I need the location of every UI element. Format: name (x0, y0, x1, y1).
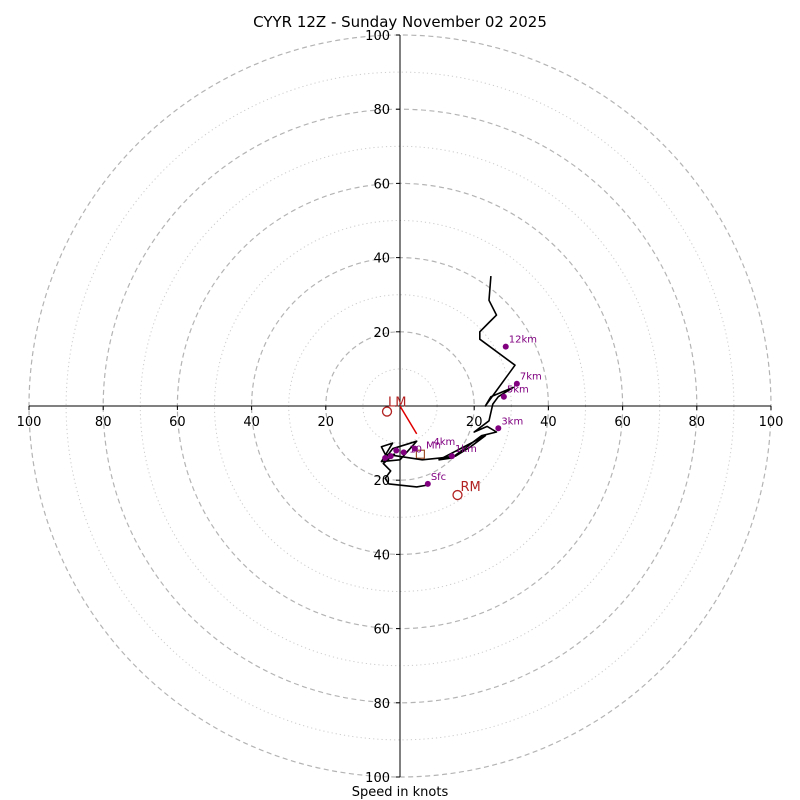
y-tick-label: 80 (373, 697, 390, 712)
tick-labels: 100 80 60 40 20 20 40 60 80 100100806040202040608… (17, 29, 784, 786)
height-marker-dot (411, 445, 418, 452)
cluster-label: Mn (426, 441, 441, 452)
height-marker-dot (502, 343, 509, 350)
chart-title: CYYR 12Z - Sunday November 02 2025 (253, 13, 547, 31)
x-tick-label: 80 (95, 415, 112, 430)
height-marker-label: 12km (509, 335, 537, 346)
x-tick-label: 100 (17, 415, 42, 430)
x-tick-label: 60 (169, 415, 186, 430)
cluster-label: 10 (409, 444, 422, 455)
x-tick-label: 40 (540, 415, 557, 430)
height-marker-dot (400, 449, 407, 456)
right-mover-label: RM (461, 480, 481, 495)
y-tick-label: 40 (373, 548, 390, 563)
height-marker-dot (495, 425, 502, 432)
height-marker-dot (382, 454, 389, 461)
height-marker-dot (500, 393, 507, 400)
x-tick-label: 80 (689, 415, 706, 430)
y-tick-label: 40 (373, 252, 390, 267)
height-marker-label: 1km (455, 444, 477, 455)
height-marker-dot (424, 480, 431, 487)
y-tick-label: 60 (373, 623, 390, 638)
y-tick-label: 100 (365, 29, 390, 44)
height-marker-label: 3km (501, 416, 523, 427)
y-tick-label: 80 (373, 103, 390, 118)
cluster-label: 4km (433, 437, 455, 448)
x-tick-label: 40 (243, 415, 260, 430)
y-tick-label: 20 (373, 326, 390, 341)
shear-vector-line (399, 405, 418, 435)
height-marker-dot (448, 453, 455, 460)
x-tick-label: 100 (759, 415, 784, 430)
height-marker-dot (393, 447, 400, 454)
mean-wind-marker (415, 449, 426, 459)
left-mover-label: LM (388, 396, 406, 411)
hodograph-trace-layer (380, 276, 516, 488)
storm-motion-layer: LM RM (381, 396, 481, 501)
y-tick-label: 60 (373, 177, 390, 192)
height-marker-label: 7km (520, 372, 542, 383)
x-tick-label: 20 (318, 415, 335, 430)
height-marker-label: 5km (507, 385, 529, 396)
y-tick-label: 100 (365, 771, 390, 786)
height-marker-dot (387, 453, 394, 460)
x-axis-label: Speed in knots (352, 785, 449, 800)
height-marker-label: Sfc (431, 472, 446, 483)
x-tick-label: 60 (614, 415, 631, 430)
x-tick-label: 20 (466, 415, 483, 430)
right-mover-marker (452, 489, 463, 501)
height-marker-dot (513, 380, 520, 387)
hodograph-trace (380, 276, 516, 488)
left-mover-marker (381, 406, 393, 417)
